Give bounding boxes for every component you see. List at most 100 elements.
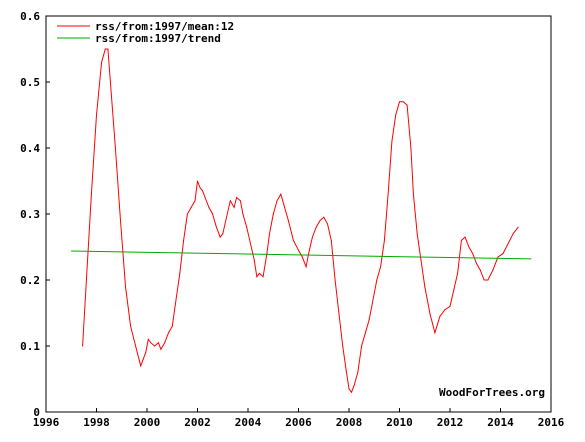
x-tick-label: 1996 [33, 416, 60, 429]
data-point [96, 114, 97, 116]
data-point [311, 236, 313, 238]
y-tick-label: 0.2 [20, 274, 40, 287]
data-point [530, 258, 532, 260]
data-point [154, 345, 156, 347]
data-point [168, 332, 169, 334]
data-point [479, 269, 481, 271]
data-point [315, 226, 317, 228]
data-point [434, 332, 436, 334]
data-point [368, 319, 370, 321]
data-point [190, 206, 192, 208]
data-point [253, 259, 255, 261]
data-point [215, 226, 217, 228]
data-point [280, 193, 282, 195]
data-point [256, 276, 258, 278]
data-point [262, 276, 264, 278]
data-point [512, 233, 514, 235]
data-point [507, 243, 509, 245]
data-point [380, 266, 382, 268]
data-point [402, 101, 404, 103]
data-point [292, 239, 294, 241]
x-tick-label: 2000 [134, 416, 161, 429]
data-point [308, 253, 310, 255]
data-point [357, 371, 359, 373]
data-point [82, 345, 84, 347]
data-point [338, 312, 340, 314]
x-tick-label: 2002 [184, 416, 211, 429]
data-point [416, 233, 418, 235]
data-point [164, 342, 166, 344]
data-point [483, 279, 485, 281]
data-point [342, 345, 344, 347]
data-point [472, 253, 474, 255]
data-point [171, 325, 173, 327]
data-point [233, 206, 235, 208]
x-tick-label: 2012 [437, 416, 464, 429]
data-point [147, 338, 149, 340]
data-point [444, 309, 446, 311]
data-point [476, 263, 477, 264]
x-tick-label: 2006 [285, 416, 312, 429]
data-point [464, 236, 466, 238]
data-point [327, 223, 328, 225]
data-point [383, 239, 385, 241]
data-point [222, 233, 224, 235]
data-point [70, 250, 72, 252]
data-point [284, 206, 286, 208]
data-point [239, 200, 241, 202]
x-tick-label: 1998 [83, 416, 110, 429]
data-point [353, 385, 355, 387]
data-point [395, 114, 397, 116]
data-point [301, 256, 303, 258]
data-point [298, 249, 299, 251]
data-point [351, 391, 352, 393]
data-point [90, 193, 92, 195]
data-point [269, 233, 270, 235]
data-point [109, 81, 111, 83]
data-point [424, 286, 426, 288]
data-point [406, 104, 408, 106]
legend-label-mean: rss/from:1997/mean:12 [95, 20, 234, 33]
data-point [125, 286, 126, 288]
data-point [287, 220, 289, 222]
x-tick-label: 2016 [538, 416, 565, 429]
data-point [197, 180, 198, 182]
y-tick-label: 0.6 [20, 10, 40, 23]
data-point [142, 358, 144, 360]
data-point [202, 190, 204, 192]
data-point [346, 371, 347, 373]
data-point [85, 279, 87, 281]
data-point [179, 272, 181, 274]
data-point [250, 243, 251, 245]
data-point [412, 193, 414, 195]
data-point [226, 216, 227, 218]
data-point [497, 256, 499, 258]
data-point [219, 236, 221, 238]
data-point [487, 279, 489, 281]
data-point [319, 220, 321, 222]
data-point [361, 345, 363, 347]
x-tick-label: 2014 [487, 416, 514, 429]
data-point [364, 332, 366, 334]
data-point [457, 272, 459, 274]
data-point [439, 315, 441, 317]
data-point [272, 213, 274, 215]
legend: rss/from:1997/mean:12 rss/from:1997/tren… [57, 20, 234, 45]
data-point [323, 216, 325, 218]
data-point [140, 365, 142, 367]
data-point [120, 220, 121, 222]
data-point [212, 213, 214, 215]
x-tick-label: 2004 [235, 416, 262, 429]
data-point [258, 272, 260, 274]
data-point [502, 253, 504, 255]
data-point [492, 269, 494, 271]
series-line-mean [82, 48, 519, 394]
data-point [135, 345, 137, 347]
data-point [372, 299, 374, 301]
data-point [229, 200, 231, 202]
data-point [199, 187, 201, 189]
data-point [468, 246, 470, 248]
legend-label-trend: rss/from:1997/trend [95, 32, 221, 45]
y-tick-label: 0.1 [20, 340, 40, 353]
